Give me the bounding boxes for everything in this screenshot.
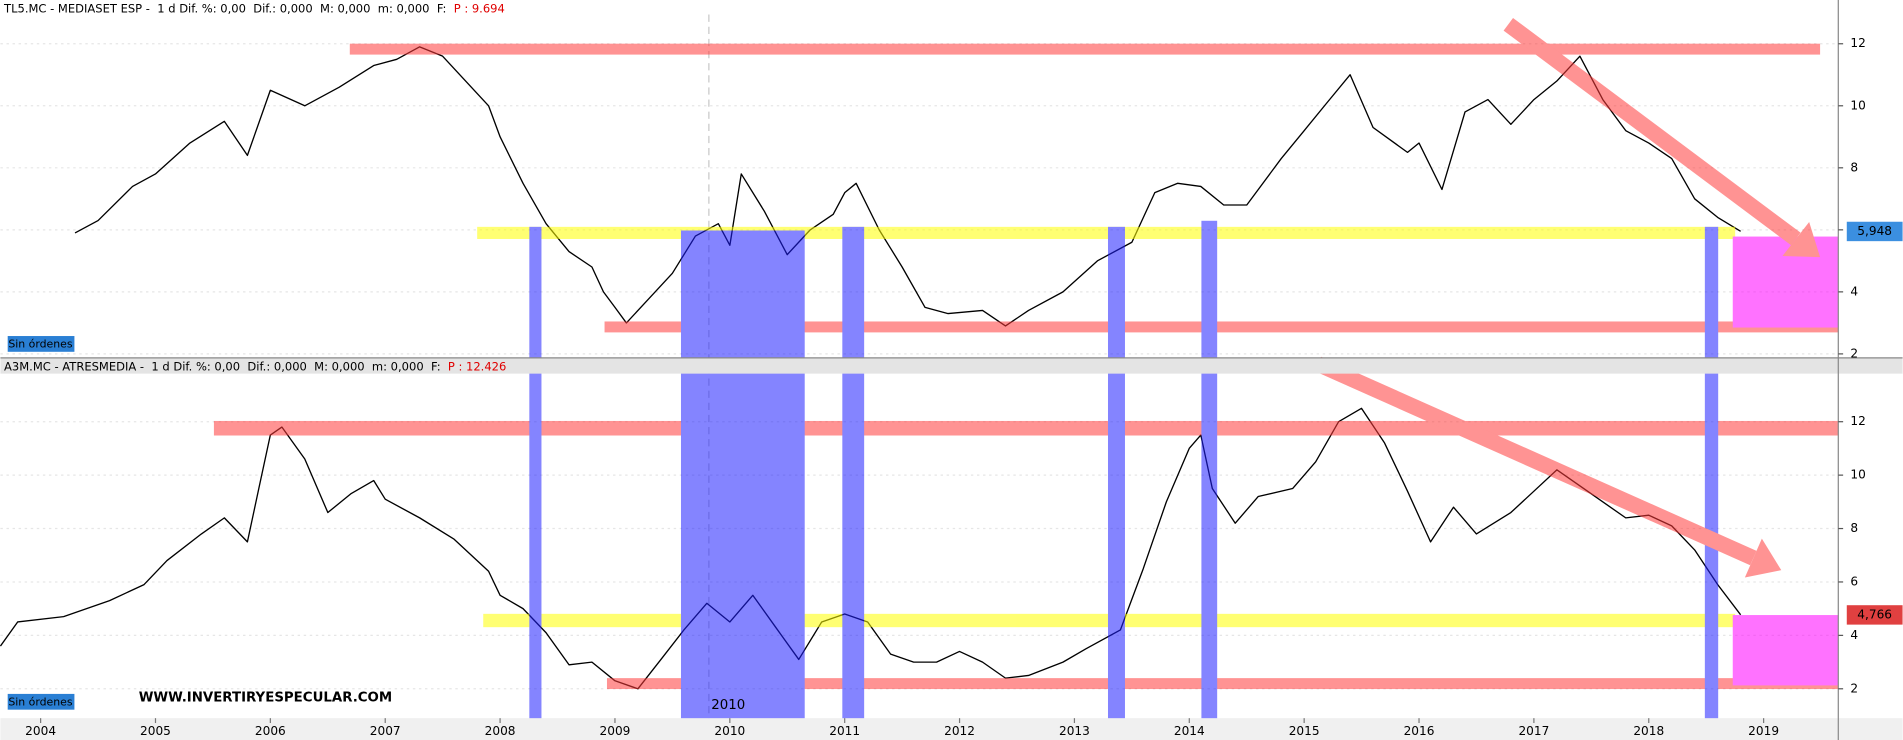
y-tick-label: 10: [1850, 98, 1865, 112]
marker-label: 2010: [711, 698, 745, 713]
x-tick-label: 2018: [1633, 724, 1664, 738]
x-tick-label: 2009: [600, 724, 631, 738]
symbol-info: TL5.MC - MEDIASET ESP - 1 d Dif. %: 0,00…: [3, 1, 446, 15]
x-tick-label: 2011: [829, 724, 860, 738]
x-tick-label: 2013: [1059, 724, 1090, 738]
annotations: [213, 17, 1839, 740]
y-tick-label: 4: [1850, 628, 1858, 642]
x-tick-label: 2007: [370, 724, 401, 738]
last-price-label: 4,766: [1857, 607, 1892, 621]
button-bg[interactable]: [7, 336, 75, 352]
period-band: [529, 226, 542, 740]
x-tick-label: 2017: [1518, 724, 1549, 738]
y-tick-label: 10: [1850, 468, 1865, 482]
y-tick-label: 6: [1850, 574, 1858, 588]
support-band: [477, 226, 1736, 239]
y-tick-label: 12: [1850, 36, 1865, 50]
y-tick-label: 12: [1850, 414, 1865, 428]
panel-header: [0, 357, 1903, 374]
x-tick-label: 2019: [1748, 724, 1779, 738]
orders-button[interactable]: Sin órdenes: [7, 336, 75, 352]
x-axis-band: [0, 718, 1903, 740]
panel-title: TL5.MC - MEDIASET ESP - 1 d Dif. %: 0,00…: [3, 1, 505, 15]
period-band: [1704, 226, 1719, 736]
period-band: [1107, 226, 1125, 736]
arrow-head: [1744, 538, 1782, 578]
y-tick-label: 2: [1850, 681, 1858, 695]
axes: 246810125,948246810122004200520062007200…: [25, 36, 1903, 738]
period-band: [1201, 220, 1218, 736]
last-price-box: [1846, 221, 1903, 242]
y-tick-label: 8: [1850, 160, 1858, 174]
x-tick-label: 2014: [1174, 724, 1205, 738]
x-tick-label: 2016: [1404, 724, 1435, 738]
arrow-head: [1782, 222, 1821, 258]
symbol-info: A3M.MC - ATRESMEDIA - 1 d Dif. %: 0,00 D…: [4, 359, 441, 373]
orders-button[interactable]: Sin órdenes: [7, 693, 75, 710]
y-tick-label: 8: [1850, 521, 1858, 535]
period-band: [842, 226, 865, 736]
panel-title: A3M.MC - ATRESMEDIA - 1 d Dif. %: 0,00 D…: [4, 359, 506, 373]
y-tick-label: 2: [1850, 346, 1858, 360]
trend-arrow: [1503, 17, 1801, 246]
x-tick-label: 2012: [944, 724, 975, 738]
x-tick-label: 2015: [1289, 724, 1320, 738]
button-label[interactable]: Sin órdenes: [8, 338, 73, 351]
last-price-label: 5,948: [1857, 224, 1892, 238]
target-box: [1732, 615, 1839, 686]
watermark: WWW.INVERTIRYESPECULAR.COM: [139, 691, 392, 706]
x-tick-label: 2005: [140, 724, 171, 738]
price-info: P : 12.426: [448, 359, 506, 373]
x-tick-label: 2006: [255, 724, 286, 738]
button-label[interactable]: Sin órdenes: [8, 695, 73, 708]
y-tick-label: 4: [1850, 284, 1858, 298]
resistance-band: [213, 420, 1839, 436]
support-band: [604, 321, 1839, 333]
x-tick-label: 2010: [714, 724, 745, 738]
x-tick-label: 2008: [485, 724, 516, 738]
trend-arrow: [1314, 356, 1757, 566]
x-tick-label: 2004: [25, 724, 56, 738]
price-info: P : 9.694: [454, 1, 505, 15]
resistance-band: [349, 43, 1821, 55]
support-band: [606, 678, 1839, 690]
button-bg[interactable]: [7, 693, 75, 710]
target-box: [1732, 236, 1839, 328]
period-band: [680, 230, 805, 736]
last-price-box: [1846, 605, 1903, 625]
